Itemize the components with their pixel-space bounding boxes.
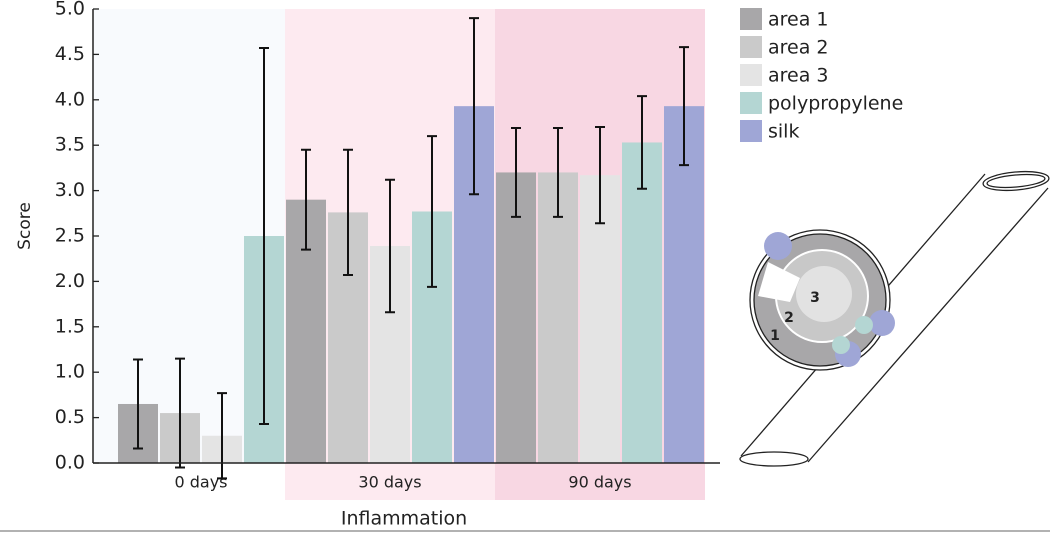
error-bar xyxy=(259,47,269,425)
plot: 0 days 30 days 90 days 0.0 0.5 1.0 1.5 2.0 2.5 3.… xyxy=(55,0,720,492)
error-bar xyxy=(553,126,563,218)
tube-end xyxy=(982,170,1050,192)
legend-label: area 2 xyxy=(768,37,829,59)
silk-marker xyxy=(764,232,792,260)
legend-label: silk xyxy=(768,121,799,143)
y-tick-label: 5.0 xyxy=(55,0,85,20)
tube-end xyxy=(739,451,809,467)
tube-edge xyxy=(807,187,1049,463)
error-bar xyxy=(637,95,647,190)
legend-swatch xyxy=(740,36,762,58)
legend: area 1 area 2 area 3 polypropylene silk xyxy=(740,8,903,143)
y-tick-label: 0.5 xyxy=(55,406,85,428)
error-bar xyxy=(301,148,311,251)
error-bar xyxy=(469,17,479,196)
legend-swatch xyxy=(740,8,762,30)
y-tick-label: 3.5 xyxy=(55,134,85,156)
error-bar xyxy=(217,392,227,480)
diagram-label: 1 xyxy=(770,328,780,344)
legend-label: area 3 xyxy=(768,65,829,87)
error-bar xyxy=(679,46,689,167)
diagram xyxy=(739,170,1050,467)
y-tick-label: 4.5 xyxy=(55,43,85,65)
x-axis-label: Inflammation xyxy=(341,508,467,530)
legend-label: polypropylene xyxy=(768,93,903,115)
error-bar xyxy=(427,135,437,288)
y-tick-label: 2.0 xyxy=(55,270,85,292)
y-tick-label: 0.0 xyxy=(55,452,85,474)
bar xyxy=(622,142,662,463)
y-tick-label: 3.0 xyxy=(55,179,85,201)
pp-marker xyxy=(855,316,873,334)
error-bar xyxy=(343,148,353,277)
error-bar xyxy=(133,358,143,450)
error-bar xyxy=(175,357,185,469)
y-tick-label: 2.5 xyxy=(55,225,85,247)
bar xyxy=(538,172,578,463)
x-tick-label: 90 days xyxy=(568,473,631,492)
legend-swatch xyxy=(740,120,762,142)
silk-marker xyxy=(869,310,895,336)
bar xyxy=(496,172,536,463)
error-bar xyxy=(385,178,395,314)
diagram-label: 2 xyxy=(784,310,794,326)
error-bar xyxy=(595,126,605,225)
error-bar xyxy=(511,126,521,218)
y-axis-label: Score xyxy=(15,202,35,250)
legend-swatch xyxy=(740,92,762,114)
tube-end xyxy=(986,173,1046,189)
pp-marker xyxy=(832,336,850,354)
x-tick-label: 30 days xyxy=(358,473,421,492)
legend-swatch xyxy=(740,64,762,86)
legend-label: area 1 xyxy=(768,9,829,31)
area-3 xyxy=(796,266,852,322)
diagram-label: 3 xyxy=(810,290,820,306)
notch xyxy=(758,262,800,302)
x-tick-label: 0 days xyxy=(174,473,227,492)
y-tick-label: 4.0 xyxy=(55,88,85,110)
y-tick-label: 1.0 xyxy=(55,361,85,383)
y-tick-label: 1.5 xyxy=(55,315,85,337)
